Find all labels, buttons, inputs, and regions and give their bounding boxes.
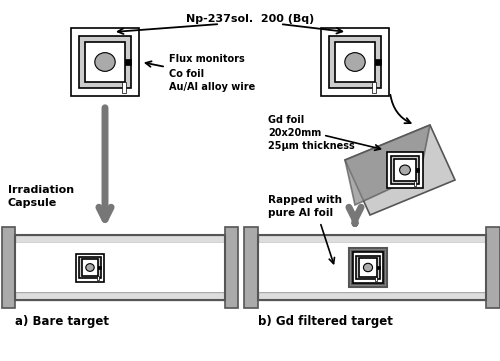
Bar	[376, 59, 382, 65]
Bar	[258, 292, 486, 300]
Bar	[348, 248, 388, 287]
Bar	[486, 227, 500, 308]
Text: Au/Al alloy wire: Au/Al alloy wire	[169, 82, 255, 92]
Bar	[387, 152, 423, 188]
Text: Np-237sol.  200 (Bq): Np-237sol. 200 (Bq)	[186, 14, 314, 24]
Bar	[15, 235, 225, 243]
Bar	[258, 235, 486, 300]
Text: a) Bare target: a) Bare target	[15, 315, 109, 328]
Bar	[328, 36, 382, 88]
Bar	[359, 258, 377, 277]
Bar	[258, 243, 486, 292]
Bar	[391, 156, 419, 184]
Text: 20x20mm: 20x20mm	[268, 128, 321, 138]
Polygon shape	[345, 125, 455, 215]
Bar	[416, 169, 419, 171]
Bar	[414, 181, 416, 186]
Bar	[372, 82, 376, 93]
Ellipse shape	[400, 165, 410, 175]
Bar	[356, 256, 380, 279]
Text: Gd foil: Gd foil	[268, 115, 304, 125]
Bar	[377, 266, 380, 269]
Bar	[258, 235, 486, 243]
Bar	[122, 82, 126, 93]
Bar	[97, 276, 98, 280]
Bar	[244, 227, 258, 308]
Bar	[79, 257, 101, 278]
Bar	[2, 227, 15, 308]
Bar	[353, 252, 383, 283]
Bar	[15, 235, 225, 300]
Ellipse shape	[364, 263, 372, 272]
Bar	[98, 266, 101, 269]
Bar	[76, 253, 104, 282]
Ellipse shape	[95, 53, 115, 71]
Bar	[126, 59, 132, 65]
Bar	[352, 251, 384, 284]
Ellipse shape	[345, 53, 365, 71]
Text: Co foil: Co foil	[169, 69, 204, 79]
Text: 25μm thickness: 25μm thickness	[268, 141, 355, 151]
Text: Flux monitors: Flux monitors	[169, 54, 244, 64]
Polygon shape	[345, 125, 430, 205]
Text: pure Al foil: pure Al foil	[268, 208, 333, 218]
Bar	[82, 259, 98, 276]
Bar	[394, 159, 416, 181]
Text: b) Gd filtered target: b) Gd filtered target	[258, 315, 393, 328]
Text: Irradiation: Irradiation	[8, 185, 74, 195]
Bar	[71, 28, 139, 96]
Text: Capsule: Capsule	[8, 198, 57, 208]
Bar	[376, 277, 378, 281]
Text: Rapped with: Rapped with	[268, 195, 342, 205]
Bar	[334, 42, 376, 82]
Bar	[321, 28, 389, 96]
Bar	[225, 227, 237, 308]
Ellipse shape	[86, 264, 94, 271]
Bar	[84, 42, 126, 82]
Bar	[15, 292, 225, 300]
Bar	[15, 243, 225, 292]
Bar	[78, 36, 132, 88]
